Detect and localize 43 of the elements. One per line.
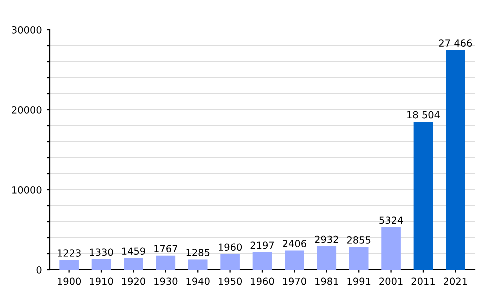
data-label: 1459 xyxy=(122,248,146,256)
x-tick-label: 2001 xyxy=(380,278,403,286)
bar xyxy=(252,252,272,270)
x-tick-label: 1991 xyxy=(348,278,371,286)
y-tick-label: 10000 xyxy=(12,186,42,194)
bar xyxy=(188,260,208,270)
data-label: 2855 xyxy=(347,236,371,244)
y-tick-label: 20000 xyxy=(12,106,42,114)
x-tick-label: 1960 xyxy=(251,278,274,286)
bar xyxy=(156,256,176,270)
bar xyxy=(414,122,434,270)
x-tick-label: 1950 xyxy=(219,278,242,286)
data-label: 1285 xyxy=(186,249,210,256)
bar xyxy=(92,259,112,270)
data-label: 1223 xyxy=(58,250,81,257)
data-label: 27 466 xyxy=(439,40,472,47)
y-tick-label: 30000 xyxy=(12,26,42,34)
x-tick-label: 2011 xyxy=(412,278,435,286)
x-tick-label: 1930 xyxy=(154,278,178,286)
y-tick-label: 0 xyxy=(36,266,42,274)
bar xyxy=(382,227,401,270)
x-tick-label: 1920 xyxy=(122,278,146,286)
bar xyxy=(220,254,240,270)
bar xyxy=(285,250,304,270)
bar xyxy=(60,260,79,270)
data-label: 2406 xyxy=(283,240,306,248)
data-label: 18 504 xyxy=(408,111,440,119)
data-label: 2197 xyxy=(250,242,274,250)
x-tick-label: 1940 xyxy=(186,278,210,286)
x-tick-label: 1910 xyxy=(90,278,114,286)
x-tick-label: 1970 xyxy=(283,278,306,286)
x-tick-label: 1900 xyxy=(58,278,82,286)
data-label: 2932 xyxy=(315,236,338,244)
x-tick-label: 2021 xyxy=(444,278,468,286)
x-tick-label: 1981 xyxy=(316,278,338,286)
bar xyxy=(124,258,144,270)
data-label: 1767 xyxy=(154,245,178,253)
data-label: 1330 xyxy=(90,248,114,256)
data-label: 5324 xyxy=(380,216,404,224)
bar xyxy=(349,247,369,270)
data-label: 1960 xyxy=(219,244,242,252)
bar xyxy=(446,50,466,270)
bar xyxy=(317,246,337,270)
